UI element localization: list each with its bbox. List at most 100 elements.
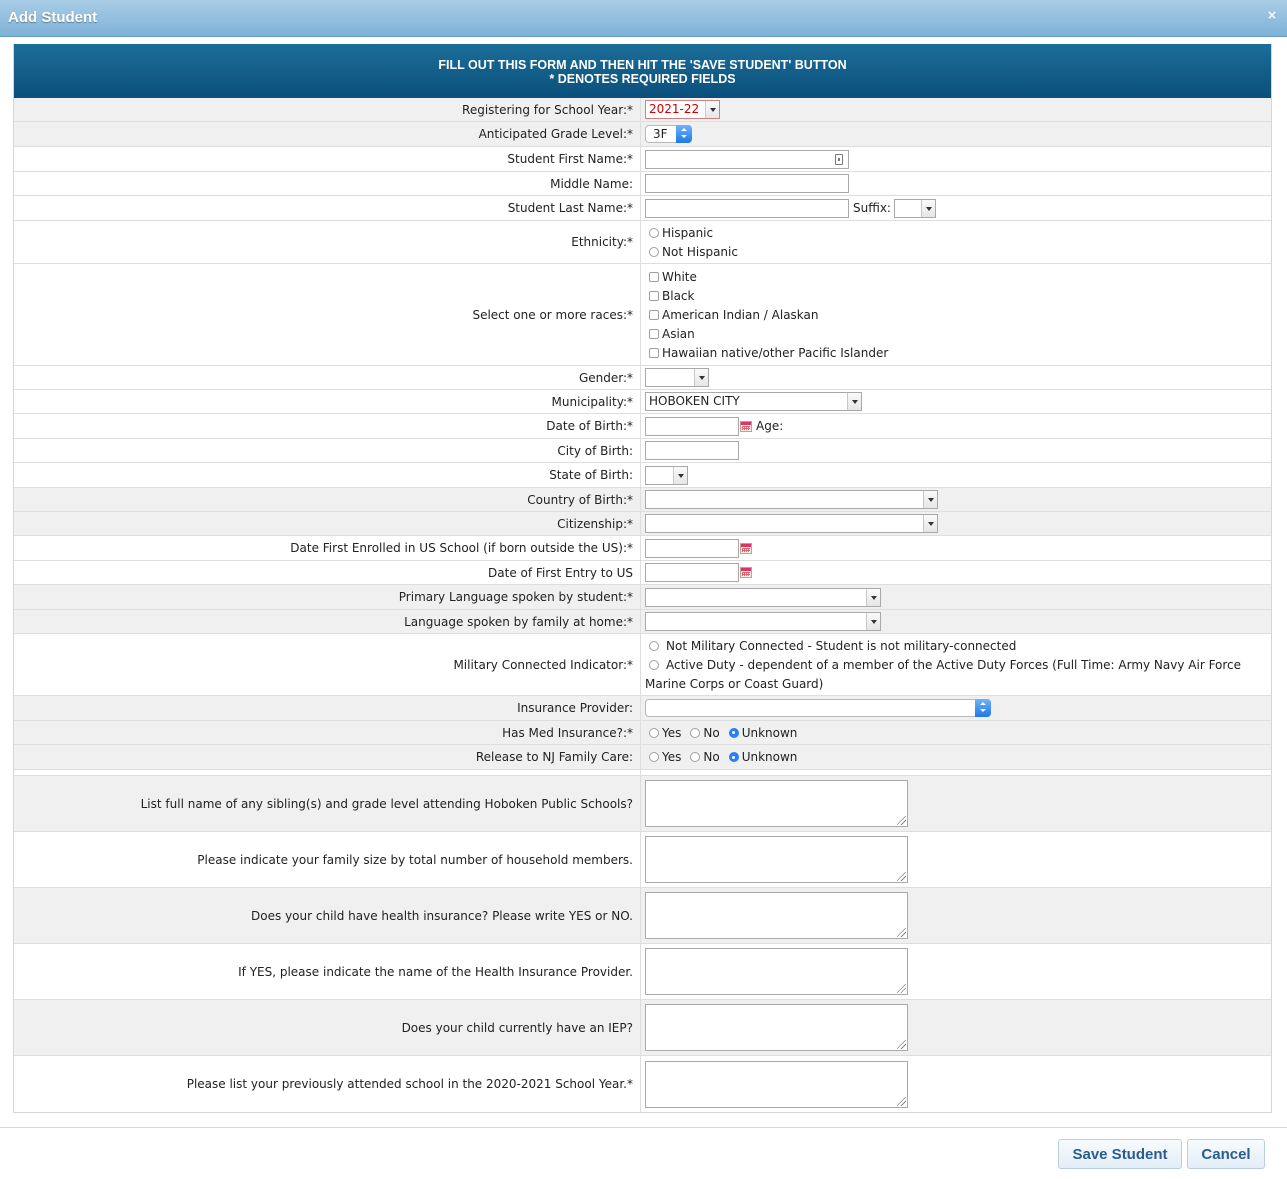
checkbox[interactable] xyxy=(649,271,659,282)
iep-textarea[interactable] xyxy=(645,1004,908,1051)
row-home-language: Language spoken by family at home:* xyxy=(14,610,1271,634)
family-size-textarea[interactable] xyxy=(645,836,908,883)
row-middle-name: Middle Name: xyxy=(14,172,1271,196)
chevron-down-icon xyxy=(923,515,937,532)
radio-button[interactable] xyxy=(649,659,659,670)
race-option-american-indian[interactable]: American Indian / Alaskan xyxy=(645,305,819,324)
insurance-provider-label: Insurance Provider: xyxy=(14,696,641,720)
middle-name-input[interactable] xyxy=(645,174,849,193)
question-health-insurance-label: Does your child have health insurance? P… xyxy=(14,888,641,943)
calendar-icon[interactable] xyxy=(740,420,752,432)
radio-button[interactable] xyxy=(649,727,659,738)
siblings-textarea[interactable] xyxy=(645,780,908,827)
option-label: Yes xyxy=(662,750,682,764)
school-year-select[interactable]: 2021-22 xyxy=(645,100,720,119)
city-of-birth-label: City of Birth: xyxy=(14,439,641,462)
insurance-provider-textarea[interactable] xyxy=(645,948,908,995)
home-language-select[interactable] xyxy=(645,612,881,631)
race-option-black[interactable]: Black xyxy=(645,286,694,305)
military-option-active-duty[interactable]: Active Duty - dependent of a member of t… xyxy=(645,655,1241,674)
row-country-of-birth: Country of Birth:* xyxy=(14,488,1271,512)
med-insurance-label: Has Med Insurance?:* xyxy=(14,721,641,744)
city-of-birth-input[interactable] xyxy=(645,441,739,460)
option-label: No xyxy=(703,725,720,740)
radio-button[interactable] xyxy=(649,246,659,257)
citizenship-label: Citizenship:* xyxy=(14,512,641,535)
race-option-white[interactable]: White xyxy=(645,267,697,286)
row-med-insurance: Has Med Insurance?:* Yes No Unknown xyxy=(14,721,1271,745)
calendar-icon[interactable] xyxy=(740,567,752,578)
option-label-continued: Marine Corps or Coast Guard) xyxy=(645,676,824,691)
checkbox[interactable] xyxy=(649,309,659,320)
radio-button-selected[interactable] xyxy=(728,727,739,738)
chevron-down-icon xyxy=(694,369,708,386)
radio-button[interactable] xyxy=(690,752,701,762)
race-option-hawaiian[interactable]: Hawaiian native/other Pacific Islander xyxy=(645,343,888,362)
row-date-first-enrolled: Date First Enrolled in US School (if bor… xyxy=(14,536,1271,561)
question-previous-school-label: Please list your previously attended sch… xyxy=(14,1056,641,1112)
previous-school-textarea[interactable] xyxy=(645,1060,908,1108)
chevron-down-icon xyxy=(920,199,935,217)
row-insurance-provider: Insurance Provider: xyxy=(14,696,1271,721)
row-date-of-birth: Date of Birth:* Age: xyxy=(14,414,1271,439)
checkbox[interactable] xyxy=(649,328,659,339)
cancel-button[interactable]: Cancel xyxy=(1187,1139,1265,1169)
close-icon[interactable]: × xyxy=(1266,8,1278,22)
race-option-asian[interactable]: Asian xyxy=(645,324,695,343)
row-gender: Gender:* xyxy=(14,366,1271,390)
radio-button[interactable] xyxy=(649,227,659,238)
checkbox[interactable] xyxy=(649,347,659,358)
updown-arrows-icon xyxy=(975,699,991,717)
row-races: Select one or more races:* White Black A… xyxy=(14,264,1271,366)
primary-language-label: Primary Language spoken by student:* xyxy=(14,585,641,609)
nj-family-care-unknown[interactable]: Unknown xyxy=(720,748,797,767)
row-citizenship: Citizenship:* xyxy=(14,512,1271,536)
row-question-insurance-provider: If YES, please indicate the name of the … xyxy=(14,944,1271,1000)
med-insurance-yes[interactable]: Yes xyxy=(645,723,681,742)
radio-button[interactable] xyxy=(690,727,701,738)
primary-language-select[interactable] xyxy=(645,587,881,607)
row-military-connected: Military Connected Indicator:* Not Milit… xyxy=(14,634,1271,696)
date-first-enrolled-input[interactable] xyxy=(645,538,739,558)
ethnicity-option-hispanic[interactable]: Hispanic xyxy=(645,223,713,242)
row-question-siblings: List full name of any sibling(s) and gra… xyxy=(14,776,1271,832)
checkbox[interactable] xyxy=(649,290,659,301)
calendar-icon[interactable] xyxy=(740,542,752,554)
military-option-not-connected[interactable]: Not Military Connected - Student is not … xyxy=(645,636,1016,655)
option-label: White xyxy=(662,269,697,284)
country-of-birth-select[interactable] xyxy=(645,490,938,509)
date-first-entry-input[interactable] xyxy=(645,563,739,582)
chevron-down-icon xyxy=(673,466,687,484)
student-form: FILL OUT THIS FORM AND THEN HIT THE 'SAV… xyxy=(13,44,1272,1113)
gender-select[interactable] xyxy=(645,368,709,387)
option-label: Not Hispanic xyxy=(662,244,738,259)
save-student-button[interactable]: Save Student xyxy=(1058,1139,1182,1169)
banner-instructions: FILL OUT THIS FORM AND THEN HIT THE 'SAV… xyxy=(438,58,847,72)
nj-family-care-yes[interactable]: Yes xyxy=(645,748,681,767)
radio-button[interactable] xyxy=(649,640,659,651)
ethnicity-label: Ethnicity:* xyxy=(14,221,641,263)
suffix-select[interactable] xyxy=(893,198,936,218)
ethnicity-option-not-hispanic[interactable]: Not Hispanic xyxy=(645,242,738,261)
option-label: Hawaiian native/other Pacific Islander xyxy=(662,345,889,360)
radio-button[interactable] xyxy=(649,752,659,762)
insurance-provider-select[interactable] xyxy=(645,699,991,717)
nj-family-care-no[interactable]: No xyxy=(681,748,720,767)
row-spacer xyxy=(14,770,1271,776)
option-label: Black xyxy=(662,288,695,303)
med-insurance-no[interactable]: No xyxy=(681,723,720,742)
last-name-input[interactable] xyxy=(645,198,849,218)
municipality-select[interactable]: HOBOKEN CITY xyxy=(645,392,862,411)
med-insurance-unknown[interactable]: Unknown xyxy=(720,723,797,742)
autofill-key-icon[interactable] xyxy=(835,153,843,165)
state-of-birth-select[interactable] xyxy=(645,465,688,485)
dob-input[interactable] xyxy=(645,416,739,436)
middle-name-label: Middle Name: xyxy=(14,172,641,195)
row-question-previous-school: Please list your previously attended sch… xyxy=(14,1056,1271,1112)
radio-button-selected[interactable] xyxy=(728,752,739,762)
health-insurance-textarea[interactable] xyxy=(645,892,908,939)
grade-level-select[interactable]: 3F xyxy=(645,125,692,143)
first-name-input[interactable] xyxy=(645,149,849,169)
citizenship-select[interactable] xyxy=(645,514,938,533)
school-year-value: 2021-22 xyxy=(649,102,700,116)
